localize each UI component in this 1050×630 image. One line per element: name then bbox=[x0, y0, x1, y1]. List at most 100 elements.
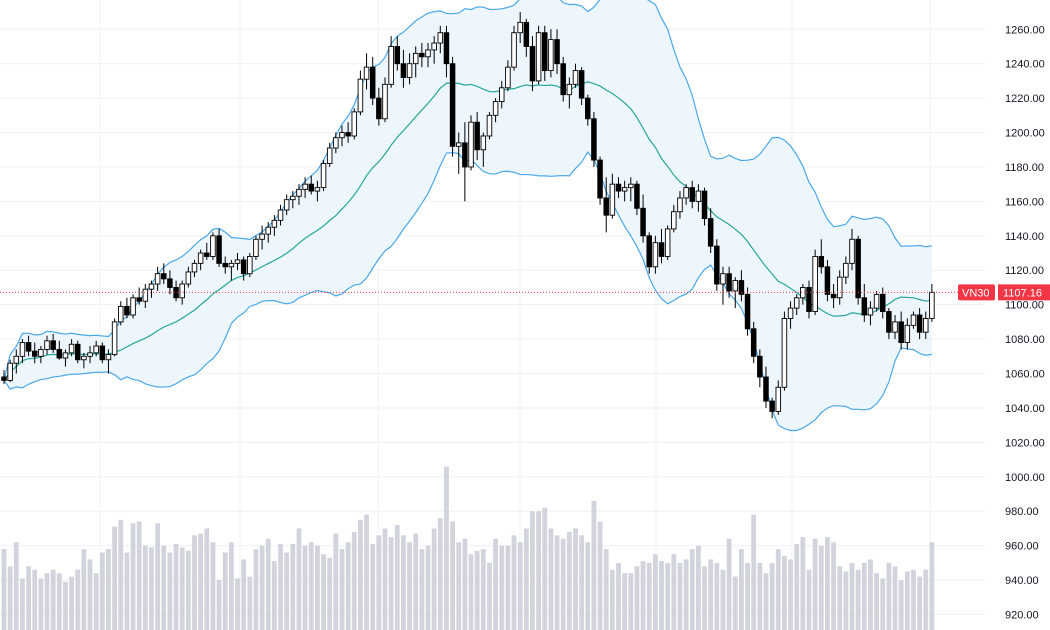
volume-bar bbox=[161, 545, 167, 630]
candle-body bbox=[781, 317, 788, 388]
candle-body bbox=[412, 52, 419, 65]
candle-body bbox=[19, 342, 26, 357]
candle-body bbox=[787, 307, 794, 319]
volume-bar bbox=[382, 528, 388, 630]
candle bbox=[314, 180, 321, 202]
candle-body bbox=[898, 321, 904, 343]
volume-bar bbox=[44, 573, 50, 630]
candle-body bbox=[173, 287, 179, 299]
candle-body bbox=[333, 137, 339, 149]
candle bbox=[836, 270, 843, 305]
volume-bar bbox=[69, 576, 74, 630]
volume-bar bbox=[394, 525, 400, 630]
y-tick-label: 1160.00 bbox=[1005, 196, 1044, 208]
candle bbox=[62, 349, 69, 367]
candle-body bbox=[726, 273, 732, 292]
candle bbox=[738, 270, 745, 302]
candle bbox=[351, 108, 358, 140]
candle-body bbox=[646, 235, 652, 268]
candle bbox=[517, 12, 523, 44]
volume-bar bbox=[880, 578, 886, 630]
candle-body bbox=[376, 97, 382, 120]
candle-body bbox=[560, 63, 566, 96]
candle bbox=[886, 308, 892, 340]
candle bbox=[572, 63, 579, 88]
candle bbox=[523, 18, 530, 57]
candle bbox=[105, 349, 112, 374]
candle-body bbox=[455, 142, 462, 147]
candle bbox=[302, 177, 308, 198]
candle-body bbox=[910, 314, 917, 326]
candle bbox=[923, 311, 929, 340]
volume-bar bbox=[173, 543, 179, 630]
candle-body bbox=[228, 262, 235, 268]
candle-body bbox=[750, 328, 757, 357]
candle-body bbox=[683, 187, 689, 199]
candle bbox=[591, 111, 597, 167]
candle-body bbox=[99, 345, 106, 361]
candle bbox=[750, 321, 757, 364]
candle-body bbox=[923, 317, 929, 333]
candle-body bbox=[566, 83, 573, 96]
volume-bar bbox=[468, 554, 474, 630]
candle bbox=[1, 370, 7, 384]
candle bbox=[849, 228, 855, 271]
candle bbox=[634, 180, 640, 216]
candle-body bbox=[431, 42, 437, 51]
volume-bar bbox=[886, 562, 892, 630]
candle-body bbox=[283, 199, 290, 211]
candle bbox=[812, 249, 818, 315]
candle-body bbox=[62, 352, 69, 359]
candle-body bbox=[916, 314, 923, 333]
volume-bar bbox=[837, 566, 843, 630]
volume-bar bbox=[831, 542, 836, 630]
candle bbox=[498, 80, 505, 109]
candle-body bbox=[486, 114, 493, 137]
volume-bar bbox=[314, 545, 320, 630]
candle-body bbox=[879, 293, 886, 313]
candle-body bbox=[296, 188, 302, 197]
volume-bar bbox=[216, 580, 222, 630]
candle bbox=[99, 342, 106, 364]
candle bbox=[308, 175, 315, 195]
candle-body bbox=[105, 354, 112, 361]
y-tick-label: 1100.00 bbox=[1005, 300, 1044, 312]
candle-body bbox=[535, 32, 542, 82]
volume-bar bbox=[179, 547, 185, 630]
candle bbox=[787, 301, 794, 329]
price-axis[interactable]: 1260.00 1240.00 1220.00 1200.00 1180.00 1160.… bbox=[1005, 24, 1045, 621]
y-tick-label: 980.00 bbox=[1005, 506, 1039, 518]
candle-body bbox=[38, 348, 44, 357]
volume-bar bbox=[511, 535, 517, 630]
price-tag-bg bbox=[998, 284, 1050, 301]
volume-bar bbox=[228, 542, 234, 630]
candle-body bbox=[714, 245, 720, 285]
candle-body bbox=[695, 190, 702, 202]
candle bbox=[609, 173, 616, 219]
candle bbox=[290, 191, 296, 209]
candle bbox=[615, 177, 622, 198]
candle bbox=[443, 25, 450, 78]
candle-body bbox=[425, 49, 431, 58]
volume-bar bbox=[665, 562, 671, 630]
volume-bar bbox=[683, 559, 689, 630]
candle-body bbox=[793, 297, 800, 309]
candle-body bbox=[671, 211, 677, 230]
volume-bar bbox=[376, 535, 382, 630]
volume-bar bbox=[462, 538, 468, 630]
candle bbox=[419, 43, 425, 68]
candle-body bbox=[222, 262, 228, 268]
candle bbox=[345, 122, 351, 143]
candle bbox=[535, 25, 542, 85]
volume-bar bbox=[401, 535, 406, 630]
volume-bar bbox=[444, 466, 449, 630]
volume-bar bbox=[1, 549, 7, 630]
volume-bar bbox=[271, 561, 277, 630]
candle-body bbox=[136, 297, 142, 302]
volume-bar bbox=[112, 526, 118, 630]
y-tick-label: 1220.00 bbox=[1005, 93, 1045, 105]
volume-bar bbox=[812, 538, 818, 630]
candle bbox=[554, 29, 560, 75]
candle-body bbox=[326, 147, 333, 164]
